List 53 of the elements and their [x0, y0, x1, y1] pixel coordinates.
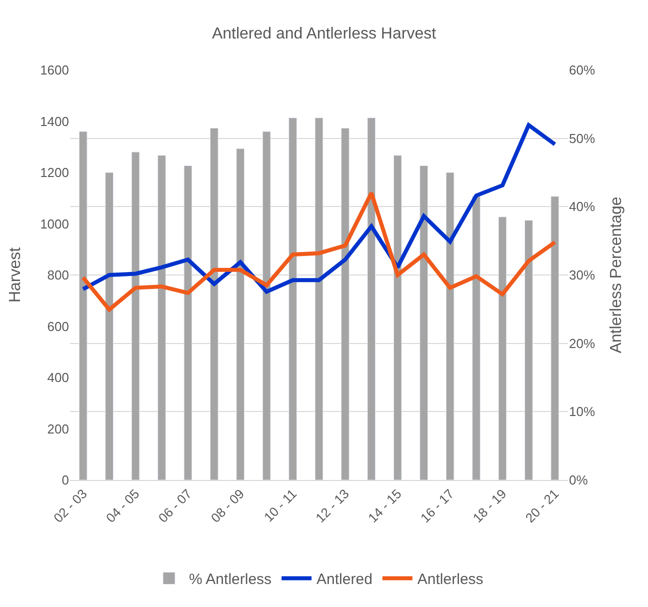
bar [210, 128, 218, 480]
y2-tick-label: 40% [569, 199, 596, 214]
bar [288, 118, 297, 480]
bar [78, 131, 88, 480]
line-series [81, 123, 557, 294]
y-tick-label: 1200 [40, 165, 69, 180]
bar [131, 152, 140, 480]
y-tick-label: 1600 [40, 62, 69, 78]
y2-tick-label: 0% [569, 472, 588, 488]
y2-tick-label: 50% [569, 130, 596, 146]
bar [236, 148, 245, 480]
y-tick-label: 800 [47, 268, 69, 283]
legend-label: Antlerless [417, 571, 484, 588]
bar [498, 216, 507, 480]
bar [420, 165, 428, 480]
bar [105, 172, 114, 480]
x-tick-label: 12 - 13 [312, 486, 352, 526]
bar [524, 220, 533, 480]
bar [341, 128, 350, 480]
chart-title: Antlered and Antlerless Harvest [212, 26, 437, 43]
bar [393, 155, 402, 480]
y2-tick-label: 20% [569, 336, 596, 351]
x-tick-label: 04 - 05 [103, 486, 142, 526]
x-tick-label: 14 - 15 [365, 486, 404, 526]
x-tick-label: 10 - 11 [260, 486, 300, 525]
x-tick-label: 20 - 21 [522, 486, 562, 526]
x-tick-label: 02 - 03 [50, 486, 90, 526]
bar [158, 155, 166, 480]
line-series [81, 191, 557, 312]
legend-label: % Antlerless [189, 571, 272, 588]
y-tick-label: 1000 [40, 216, 69, 232]
x-tick-label: 08 - 09 [208, 486, 248, 526]
y-tick-label: 400 [47, 370, 69, 386]
y2-tick-label: 60% [569, 62, 596, 78]
y2-tick-label: 10% [569, 404, 596, 420]
bar [550, 196, 560, 480]
y-tick-label: 600 [47, 318, 69, 334]
y-tick-label: 1400 [40, 114, 69, 129]
y-axis-title: Harvest [6, 246, 24, 303]
legend-label: Antlered [316, 571, 372, 588]
y-tick-label: 200 [47, 421, 69, 436]
bar [262, 131, 271, 480]
bar [367, 118, 376, 480]
bar [314, 118, 324, 480]
bar [472, 196, 480, 480]
x-tick-label: 16 - 17 [418, 486, 457, 526]
x-tick-label: 18 - 19 [470, 486, 510, 526]
bar [184, 165, 192, 480]
bar [446, 172, 454, 480]
y-tick-label: 0 [62, 472, 69, 488]
y2-axis-title: Antlerless Percentage [608, 196, 626, 354]
x-tick-label: 06 - 07 [155, 486, 195, 526]
y2-tick-label: 30% [569, 268, 596, 283]
